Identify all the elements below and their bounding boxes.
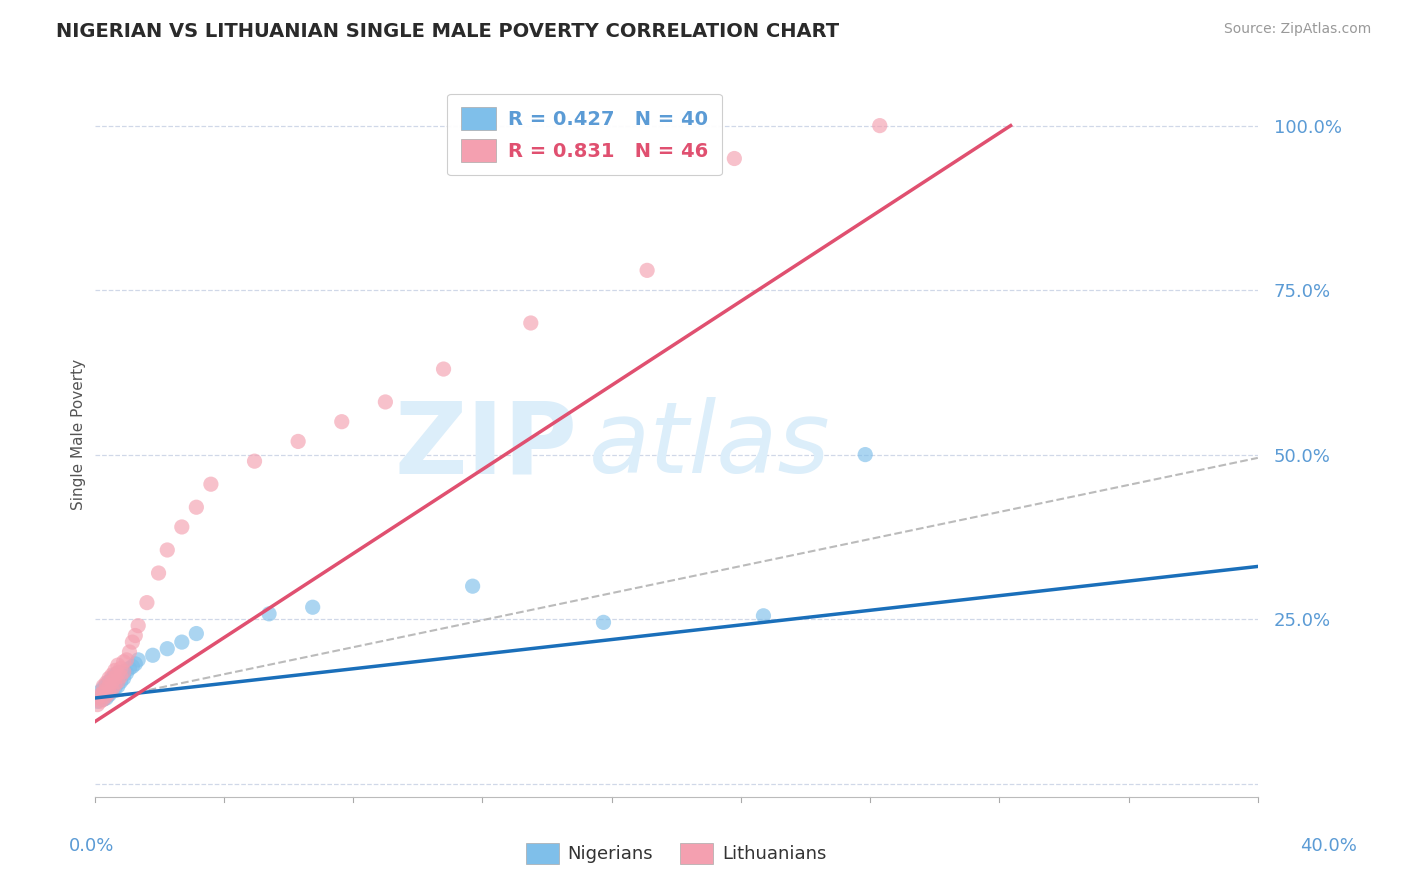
Point [89,694,111,708]
Point [101,671,124,685]
Point [107,666,129,681]
Point [752,608,775,623]
Point [200,477,222,491]
Point [112,665,135,679]
Point [104,674,127,689]
Point [112,671,135,685]
Point [104,664,127,678]
Point [121,659,143,673]
Text: NIGERIAN VS LITHUANIAN SINGLE MALE POVERTY CORRELATION CHART: NIGERIAN VS LITHUANIAN SINGLE MALE POVER… [56,22,839,41]
Y-axis label: Single Male Poverty: Single Male Poverty [72,359,86,510]
Point [98,674,121,689]
Point [101,674,124,689]
Point [104,671,127,685]
Point [86,694,108,708]
Point [127,653,149,667]
Point [107,674,129,689]
Point [101,684,124,698]
Point [91,686,114,700]
Point [723,152,745,166]
Text: 40.0%: 40.0% [1301,837,1357,855]
Point [170,520,193,534]
Point [86,698,108,712]
Point [89,684,111,698]
Point [107,658,129,673]
Point [118,645,141,659]
Point [520,316,543,330]
Point [110,674,132,689]
Point [96,682,118,697]
Point [101,682,124,697]
Point [98,686,121,700]
Point [91,688,114,702]
Point [112,665,135,679]
Point [104,678,127,692]
Point [96,689,118,703]
Point [853,448,876,462]
Point [124,628,146,642]
Point [110,661,132,675]
Point [96,684,118,698]
Point [156,641,179,656]
Point [374,395,396,409]
Point [104,668,127,682]
Point [98,688,121,702]
Point [115,666,138,681]
Point [89,688,111,702]
Point [91,681,114,695]
Point [98,679,121,693]
Legend: R = 0.427   N = 40, R = 0.831   N = 46: R = 0.427 N = 40, R = 0.831 N = 46 [447,94,721,176]
Point [170,635,193,649]
Point [301,600,323,615]
Point [330,415,353,429]
Point [592,615,614,630]
Point [91,679,114,693]
Point [124,657,146,671]
Point [104,681,127,695]
Point [636,263,658,277]
Point [432,362,454,376]
Text: Source: ZipAtlas.com: Source: ZipAtlas.com [1223,22,1371,37]
Point [101,668,124,682]
Point [107,666,129,681]
Point [110,669,132,683]
Text: ZIP: ZIP [395,397,578,494]
Point [91,692,114,706]
Point [89,691,111,706]
Point [110,668,132,682]
Point [115,653,138,667]
Point [96,678,118,692]
Point [121,635,143,649]
Point [96,691,118,706]
Point [127,618,149,632]
Point [91,692,114,706]
Point [142,648,165,663]
Text: atlas: atlas [589,397,831,494]
Point [96,676,118,690]
Point [869,119,891,133]
Point [118,661,141,675]
Point [86,691,108,706]
Point [107,679,129,693]
Point [135,596,157,610]
Point [112,655,135,669]
Point [107,673,129,687]
Point [186,626,208,640]
Point [243,454,266,468]
Point [287,434,309,449]
Point [98,671,121,685]
Point [98,681,121,695]
Point [257,607,280,621]
Point [148,566,170,580]
Point [101,678,124,692]
Point [156,543,179,558]
Point [461,579,484,593]
Point [186,500,208,515]
Text: 0.0%: 0.0% [69,837,114,855]
